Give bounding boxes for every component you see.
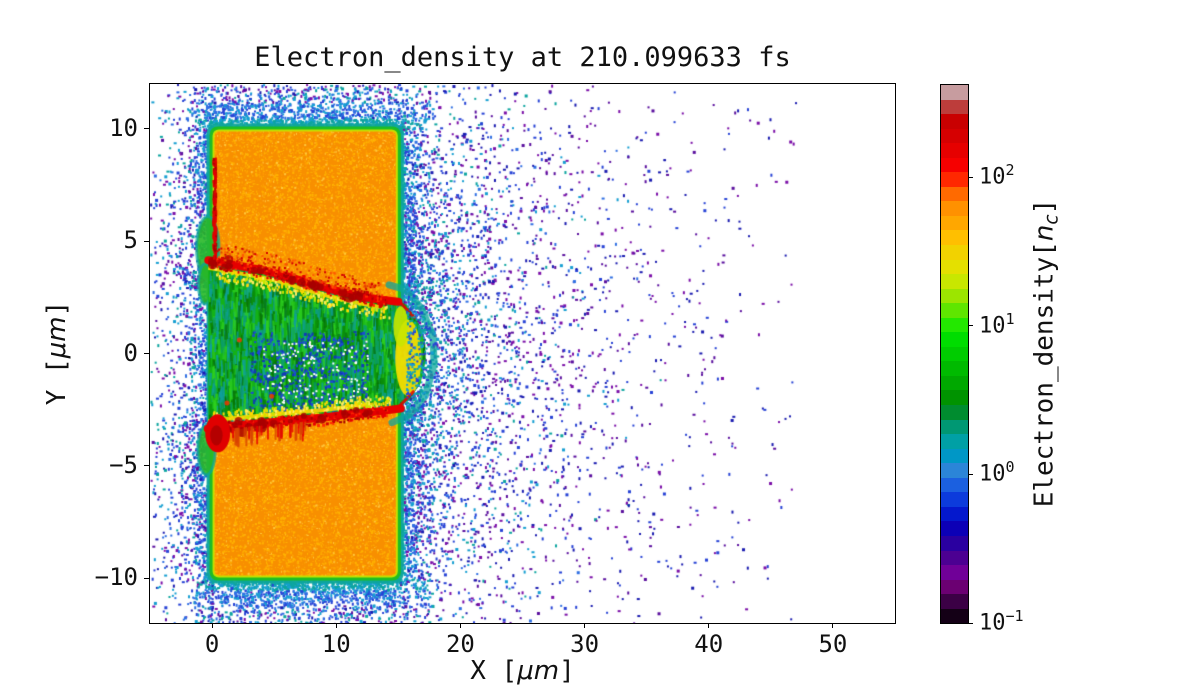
colorbar-tick-mark (968, 473, 973, 475)
colorbar-tick-label: 102 (979, 161, 1015, 190)
colorbar (940, 84, 969, 624)
colorbar-segment (941, 99, 968, 115)
colorbar-segment (941, 332, 968, 347)
colorbar-segment (941, 361, 968, 376)
x-tick-label: 50 (818, 630, 848, 658)
y-tick-mark (144, 240, 149, 242)
colorbar-segment (941, 492, 968, 507)
colorbar-unit-sub: c (1041, 214, 1063, 225)
y-tick-mark (144, 577, 149, 579)
y-tick-mark (144, 465, 149, 467)
colorbar-tick-label: 10−1 (979, 607, 1024, 636)
colorbar-label: Electron_density[nc] (1029, 198, 1063, 508)
colorbar-segment (941, 579, 968, 595)
y-tick-mark (144, 128, 149, 130)
y-tick-label: 5 (123, 226, 138, 255)
colorbar-segment (941, 215, 968, 231)
colorbar-segment (941, 390, 968, 406)
colorbar-segment (941, 521, 968, 536)
colorbar-segment (941, 463, 968, 478)
x-tick-mark (459, 623, 461, 628)
colorbar-segment (941, 565, 968, 580)
colorbar-segment (941, 128, 968, 144)
colorbar-segment (941, 114, 968, 129)
y-tick-label: 10 (109, 113, 138, 142)
x-tick-label: 20 (445, 630, 475, 658)
colorbar-tick-label: 101 (979, 309, 1015, 339)
colorbar-tick-mark (968, 325, 973, 327)
colorbar-segment (941, 245, 968, 260)
colorbar-tick-label: 100 (979, 458, 1015, 487)
x-axis-label: X [μm] (470, 656, 575, 686)
colorbar-segment (941, 201, 968, 216)
colorbar-segment (941, 375, 968, 391)
colorbar-segment (941, 303, 968, 318)
plot-title: Electron_density at 210.099633 fs (254, 42, 791, 73)
density-map-canvas (150, 84, 895, 623)
colorbar-segment (941, 143, 968, 158)
y-tick-label: 0 (123, 338, 138, 367)
x-tick-label: 0 (204, 630, 220, 658)
plot-area (149, 83, 896, 624)
colorbar-segment (941, 230, 968, 246)
colorbar-segment (941, 274, 968, 289)
x-tick-mark (708, 623, 710, 628)
colorbar-tick-mark (968, 622, 973, 624)
colorbar-segment (941, 288, 968, 304)
colorbar-segment (941, 535, 968, 551)
colorbar-segment (941, 608, 968, 624)
colorbar-segment (941, 172, 968, 187)
colorbar-segment (941, 506, 968, 522)
colorbar-segment (941, 259, 968, 275)
colorbar-segment (941, 317, 968, 333)
x-axis-unit: μm (517, 656, 560, 686)
colorbar-segment (941, 594, 968, 609)
x-tick-mark (832, 623, 834, 628)
x-tick-label: 40 (694, 630, 724, 658)
colorbar-segment (941, 405, 968, 420)
colorbar-segment (941, 186, 968, 202)
colorbar-segment (941, 448, 968, 464)
colorbar-segment (941, 477, 968, 493)
x-tick-label: 30 (570, 630, 600, 658)
x-tick-mark (584, 623, 586, 628)
colorbar-segment (941, 85, 968, 100)
colorbar-tick-mark (968, 176, 973, 178)
y-tick-label: −5 (109, 450, 138, 479)
colorbar-segment (941, 434, 968, 449)
colorbar-segment (941, 157, 968, 173)
y-tick-label: −10 (94, 563, 138, 592)
colorbar-segment (941, 346, 968, 362)
x-tick-mark (211, 623, 213, 628)
x-tick-label: 10 (321, 630, 351, 658)
colorbar-segment (941, 419, 968, 435)
x-tick-mark (335, 623, 337, 628)
colorbar-unit: n (1029, 224, 1060, 242)
colorbar-segment (941, 550, 968, 566)
y-tick-mark (144, 353, 149, 354)
